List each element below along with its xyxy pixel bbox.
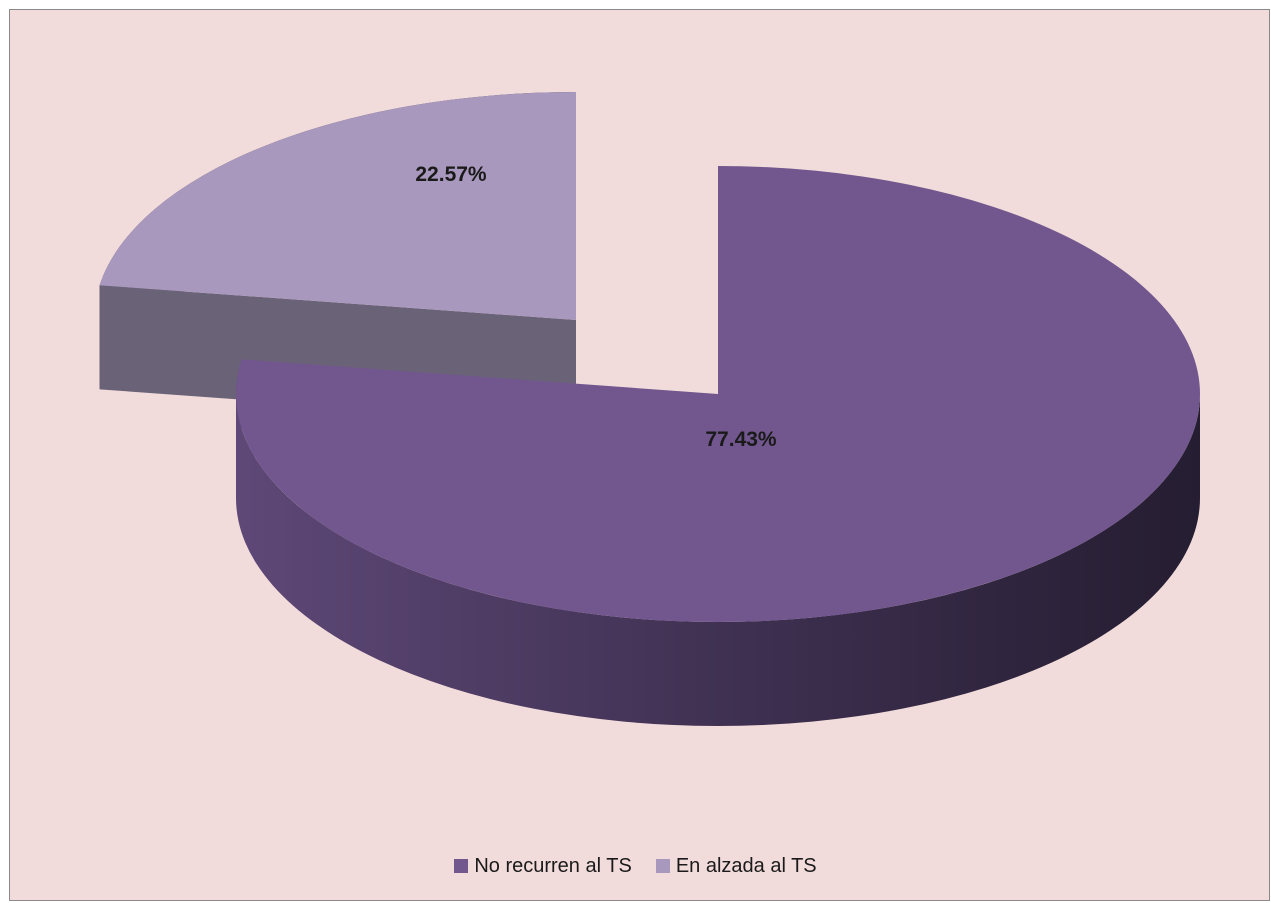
slice-label-large: 77.43% — [705, 428, 777, 451]
slice-outer-wall — [236, 394, 1200, 726]
legend-item-no-recurren: No recurren al TS — [454, 854, 632, 878]
slice-no-recurren — [236, 166, 1201, 726]
slice-label-small: 22.57% — [415, 163, 487, 186]
legend-swatch — [454, 859, 469, 873]
legend: No recurren al TS En alzada al TS — [0, 853, 1271, 879]
legend-swatch — [655, 859, 670, 873]
slice-top — [236, 166, 1201, 622]
slice-top — [99, 92, 577, 320]
legend-label: En alzada al TS — [675, 854, 817, 877]
legend-label: No recurren al TS — [474, 854, 632, 877]
legend-item-en-alzada: En alzada al TS — [655, 854, 817, 878]
